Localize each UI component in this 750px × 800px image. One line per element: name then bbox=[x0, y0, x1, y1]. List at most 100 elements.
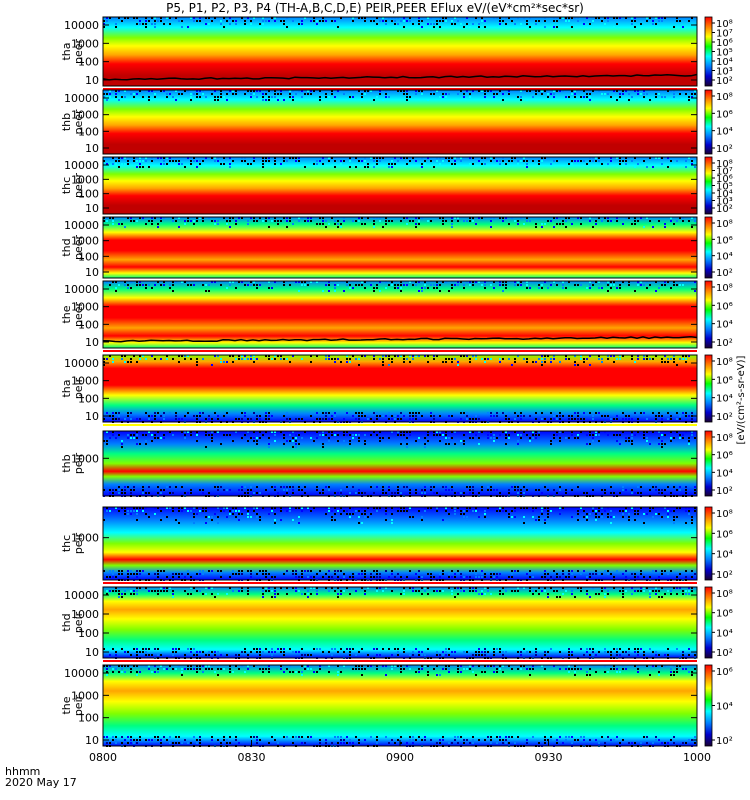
colorbar bbox=[704, 16, 713, 87]
y-tick-label: 10000 bbox=[64, 589, 99, 602]
y-tick-label: 100 bbox=[78, 56, 99, 69]
colorbar-tick-label: 10⁴ bbox=[716, 252, 733, 263]
colorbar-tick-label: 10⁷ bbox=[716, 167, 733, 178]
y-axis-label: thc bbox=[60, 535, 73, 552]
y-tick-label: 100 bbox=[78, 125, 99, 138]
colorbar-tick-label: 10² bbox=[716, 204, 733, 215]
colorbar-tick-label: 10⁸ bbox=[716, 283, 733, 294]
y-tick-label: 1000 bbox=[71, 608, 99, 621]
y-tick-label: 1000 bbox=[71, 109, 99, 122]
panel-frame bbox=[102, 16, 698, 87]
colorbar-tick-label: 10³ bbox=[716, 67, 733, 78]
y-axis-label: thb bbox=[60, 454, 73, 472]
noise-speckle bbox=[103, 90, 696, 101]
y-axis-label: peir bbox=[72, 532, 85, 554]
y-tick-label: 10000 bbox=[64, 357, 99, 370]
colorbar-tick-label: 10² bbox=[716, 736, 733, 747]
y-tick-label: 1000 bbox=[71, 235, 99, 248]
panel-frame bbox=[102, 156, 698, 215]
colorbar-tick-label: 10⁶ bbox=[716, 109, 733, 120]
x-tick-label: 1000 bbox=[683, 751, 711, 764]
colorbar-tick-label: 10⁶ bbox=[716, 301, 733, 312]
colorbar-tick-label: 10⁶ bbox=[716, 375, 733, 386]
noise-speckle bbox=[103, 157, 696, 168]
panel-frame bbox=[102, 430, 698, 497]
colorbar-tick-label: 10² bbox=[716, 570, 733, 581]
y-tick-label: 10000 bbox=[64, 283, 99, 296]
panel-tha-peir bbox=[103, 355, 697, 423]
colorbar-tick-label: 10² bbox=[716, 412, 733, 423]
panel-the-peer bbox=[102, 281, 698, 348]
spectrogram-tha-peir bbox=[103, 355, 697, 422]
colorbar bbox=[704, 89, 713, 155]
colorbar-tick-label: 10⁸ bbox=[716, 433, 733, 444]
spectrogram-thb-peer bbox=[103, 90, 697, 154]
spectrogram-thd-peir bbox=[103, 587, 697, 658]
y-tick-label: 10 bbox=[85, 734, 99, 747]
colorbar bbox=[704, 354, 713, 423]
panel-the-peir bbox=[103, 665, 697, 747]
y-axis-label: peer bbox=[72, 39, 85, 65]
colorbar-tick-label: 10² bbox=[716, 268, 733, 279]
spacecraft-potential-trace bbox=[102, 335, 698, 343]
x-tick-label: 0800 bbox=[89, 751, 117, 764]
colorbar bbox=[704, 664, 713, 747]
y-tick-label: 100 bbox=[78, 392, 99, 405]
panel-thb-peir bbox=[103, 431, 697, 497]
colorbar-tick-label: 10⁴ bbox=[716, 394, 733, 405]
y-tick-label: 10 bbox=[85, 202, 99, 215]
colorbar bbox=[704, 506, 713, 581]
colorbar-tick-label: 10² bbox=[716, 486, 733, 497]
spectrogram-the-peer bbox=[103, 281, 697, 348]
y-tick-label: 1000 bbox=[71, 37, 99, 50]
panel-frame bbox=[102, 506, 698, 581]
y-axis-label: peer bbox=[72, 173, 85, 199]
x-tick-label: 0900 bbox=[386, 751, 414, 764]
panel-separator bbox=[103, 88, 697, 90]
y-tick-label: 10 bbox=[85, 74, 99, 87]
y-axis-label: peir bbox=[72, 694, 85, 716]
colorbar-tick-label: 10⁶ bbox=[716, 667, 733, 678]
y-tick-label: 100 bbox=[78, 250, 99, 263]
panel-thd-peer bbox=[103, 217, 697, 278]
y-tick-label: 10 bbox=[85, 410, 99, 423]
spectrogram-thc-peer bbox=[103, 157, 697, 214]
colorbar-tick-label: 10³ bbox=[716, 197, 733, 208]
spectrogram-tha-peer bbox=[103, 17, 697, 86]
colorbar-tick-label: 10⁸ bbox=[716, 19, 733, 30]
colorbar-tick-label: 10² bbox=[716, 144, 733, 155]
colorbar-tick-label: 10⁵ bbox=[716, 48, 733, 59]
spacecraft-potential-trace bbox=[102, 73, 698, 81]
y-tick-label: 100 bbox=[78, 712, 99, 725]
panel-separator bbox=[103, 582, 697, 584]
time-format-label: hhmm bbox=[5, 765, 41, 778]
colorbar-tick-label: 10⁶ bbox=[716, 451, 733, 462]
colorbar-tick-label: 10⁴ bbox=[716, 468, 733, 479]
panel-thd-peir bbox=[103, 587, 697, 659]
x-tick-label: 0830 bbox=[238, 751, 266, 764]
colorbar-tick-label: 10⁴ bbox=[716, 127, 733, 138]
y-axis-label: thc bbox=[60, 177, 73, 194]
y-axis-label: tha bbox=[60, 379, 73, 397]
colorbar bbox=[704, 586, 713, 659]
colorbar-tick-label: 10² bbox=[716, 76, 733, 87]
panel-separator bbox=[103, 350, 697, 352]
y-axis-label: thb bbox=[60, 113, 73, 131]
colorbar-tick-label: 10⁴ bbox=[716, 320, 733, 331]
colorbar-tick-label: 10⁴ bbox=[716, 702, 733, 713]
y-tick-label: 1000 bbox=[71, 375, 99, 388]
colorbar-tick-label: 10⁶ bbox=[716, 174, 733, 185]
panel-frame bbox=[102, 280, 698, 349]
colorbar-tick-label: 10⁸ bbox=[716, 589, 733, 600]
y-tick-label: 10000 bbox=[64, 667, 99, 680]
colorbar-tick-label: 10⁸ bbox=[716, 159, 733, 170]
y-axis-label: the bbox=[60, 696, 73, 714]
colorbar-tick-label: 10⁸ bbox=[716, 92, 733, 103]
panel-thb-peer bbox=[103, 90, 697, 154]
y-tick-label: 10 bbox=[85, 266, 99, 279]
spectrogram-thd-peer bbox=[103, 217, 697, 278]
panel-frame bbox=[102, 216, 698, 279]
colorbar bbox=[704, 280, 713, 349]
